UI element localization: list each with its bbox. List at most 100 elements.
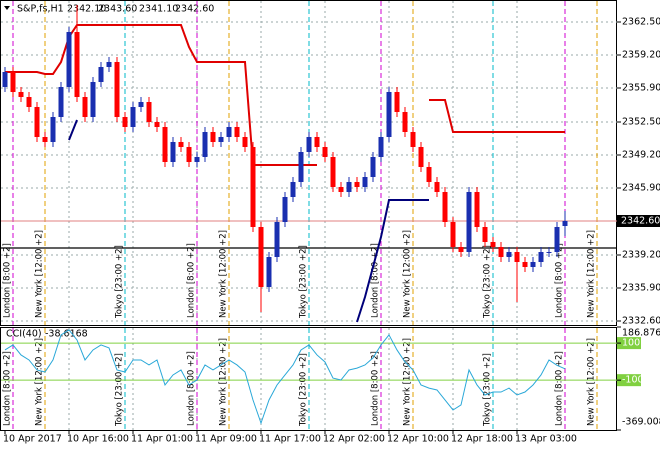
session-label: New York [12:00 +2] bbox=[219, 230, 229, 318]
current-price-label: 2342.60 bbox=[621, 216, 660, 227]
candle-body bbox=[298, 152, 304, 182]
candle-body bbox=[226, 127, 232, 137]
candle-body bbox=[234, 127, 240, 137]
session-label: London [8:00 +2] bbox=[555, 351, 565, 426]
overlay-line bbox=[68, 119, 78, 141]
candle-body bbox=[562, 221, 568, 226]
session-label: Tokyo [23:00 +2] bbox=[299, 353, 309, 427]
candle-body bbox=[442, 192, 448, 222]
candle-body bbox=[418, 147, 424, 167]
candle-body bbox=[506, 252, 512, 257]
session-label: New York [12:00 +2] bbox=[587, 230, 597, 318]
candle-body bbox=[370, 157, 376, 177]
candle-body bbox=[458, 247, 464, 252]
candle-body bbox=[290, 182, 296, 197]
level-label-box bbox=[617, 337, 641, 350]
y-tick-label: 2352.50 bbox=[622, 117, 660, 128]
candle-body bbox=[450, 222, 456, 247]
session-label: London [8:00 +2] bbox=[555, 243, 565, 318]
candle-body bbox=[90, 82, 96, 117]
candle-body bbox=[466, 192, 472, 252]
session-label: Tokyo [23:00 +2] bbox=[483, 353, 493, 427]
y-tick-label: -369.0088 bbox=[622, 417, 660, 428]
session-label: New York [12:00 +2] bbox=[219, 338, 229, 426]
candle-body bbox=[242, 137, 248, 147]
overlay-line bbox=[356, 199, 429, 323]
candle-body bbox=[530, 262, 536, 267]
candle-body bbox=[522, 262, 528, 267]
candle-body bbox=[122, 117, 128, 127]
candle-body bbox=[482, 227, 488, 242]
candle-body bbox=[490, 242, 496, 247]
candle-body bbox=[194, 157, 200, 162]
candle-body bbox=[218, 137, 224, 142]
candle-body bbox=[58, 87, 64, 117]
y-tick-label: -100 bbox=[622, 375, 644, 386]
session-label: New York [12:00 +2] bbox=[35, 338, 45, 426]
candle-body bbox=[10, 72, 16, 92]
y-tick-label: 2339.20 bbox=[622, 250, 660, 261]
session-label: London [8:00 +2] bbox=[371, 351, 381, 426]
session-label: London [8:00 +2] bbox=[187, 243, 197, 318]
candle-body bbox=[186, 147, 192, 162]
symbol: S&P,fs,H1 bbox=[17, 4, 64, 15]
candle-body bbox=[18, 92, 24, 97]
cci-last-value: -38.6168 bbox=[45, 329, 88, 340]
session-label: New York [12:00 +2] bbox=[587, 338, 597, 426]
x-tick-label: 10 Apr 16:00 bbox=[67, 434, 129, 445]
candle-body bbox=[386, 92, 392, 137]
candle-body bbox=[426, 167, 432, 182]
session-label: Tokyo [23:00 +2] bbox=[115, 245, 125, 319]
overlay-line bbox=[5, 24, 317, 166]
candle-body bbox=[322, 147, 328, 157]
candle-body bbox=[554, 227, 560, 252]
candle-body bbox=[282, 197, 288, 222]
candle-body bbox=[74, 32, 80, 97]
candle-body bbox=[378, 137, 384, 157]
session-label: Tokyo [23:00 +2] bbox=[115, 353, 125, 427]
candle-body bbox=[274, 222, 280, 257]
candle-body bbox=[26, 97, 32, 107]
candle-body bbox=[514, 252, 520, 262]
session-label: London [8:00 +2] bbox=[187, 351, 197, 426]
candle-body bbox=[66, 32, 72, 87]
x-tick-label: 11 Apr 17:00 bbox=[259, 434, 321, 445]
header-open: 2342.10 bbox=[67, 4, 106, 15]
header-high: 2343.60 bbox=[98, 4, 137, 15]
session-label: New York [12:00 +2] bbox=[403, 338, 413, 426]
candle-body bbox=[98, 67, 104, 82]
candle-body bbox=[146, 102, 152, 122]
session-label: New York [12:00 +2] bbox=[35, 230, 45, 318]
candle-body bbox=[202, 132, 208, 157]
cci-panel-frame bbox=[0, 327, 617, 431]
x-tick-label: 11 Apr 09:00 bbox=[195, 434, 257, 445]
candle-body bbox=[114, 62, 120, 117]
candle-body bbox=[154, 122, 160, 127]
candle-body bbox=[346, 182, 352, 192]
candle-body bbox=[162, 127, 168, 162]
x-tick-label: 10 Apr 2017 bbox=[3, 434, 62, 445]
cci-line bbox=[4, 329, 566, 425]
session-label: Tokyo [23:00 +2] bbox=[299, 245, 309, 319]
session-label: London [8:00 +2] bbox=[371, 243, 381, 318]
header-low: 2341.10 bbox=[139, 4, 178, 15]
candle-body bbox=[250, 147, 256, 227]
candle-body bbox=[498, 247, 504, 257]
candle-body bbox=[106, 62, 112, 67]
candle-body bbox=[314, 137, 320, 147]
candle-body bbox=[338, 187, 344, 192]
y-tick-label: 2355.90 bbox=[622, 83, 660, 94]
main-panel-frame bbox=[0, 0, 617, 326]
y-tick-label: 2349.20 bbox=[622, 150, 660, 161]
y-tick-label: 2345.90 bbox=[622, 183, 660, 194]
x-tick-label: 12 Apr 02:00 bbox=[323, 434, 385, 445]
menu-arrow[interactable] bbox=[4, 6, 10, 10]
y-tick-label: 2362.50 bbox=[622, 17, 660, 28]
candle-body bbox=[394, 92, 400, 112]
candle-body bbox=[538, 252, 544, 262]
y-tick-label: 2332.60 bbox=[622, 316, 660, 327]
x-tick-label: 12 Apr 18:00 bbox=[451, 434, 513, 445]
header-close: 2342.60 bbox=[175, 4, 214, 15]
x-tick-label: 13 Apr 03:00 bbox=[515, 434, 577, 445]
